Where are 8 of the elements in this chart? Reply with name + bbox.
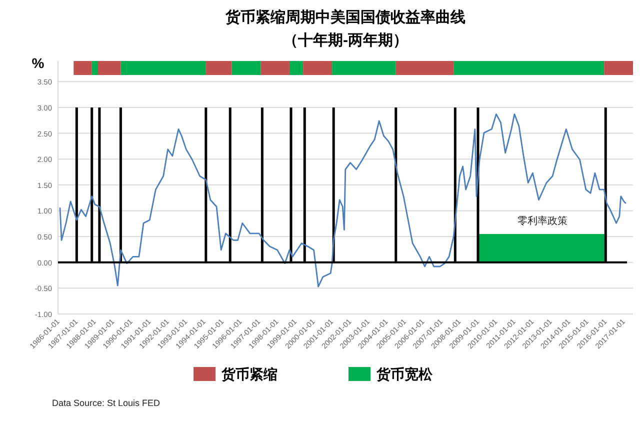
chart-subtitle: （十年期-两年期） [283, 32, 408, 49]
series-label: 零利率政策 [518, 214, 568, 227]
source-note: Data Source: St Louis FED [52, 398, 161, 408]
y-axis-title: % [32, 55, 45, 71]
line-series [59, 113, 626, 288]
legend-label: 货币紧缩 [220, 366, 278, 382]
legend-label: 货币宽松 [376, 366, 434, 382]
chart-title: 货币紧缩周期中美国国债收益率曲线 [224, 8, 466, 26]
